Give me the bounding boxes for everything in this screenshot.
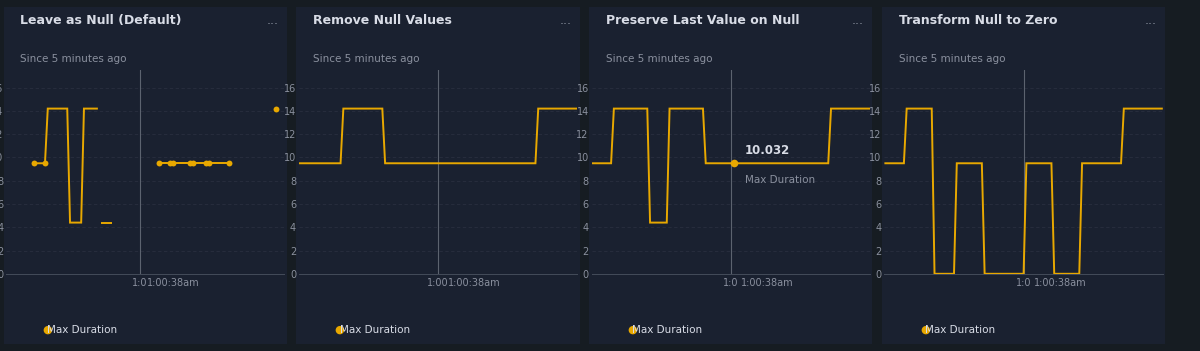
Text: Max Duration: Max Duration xyxy=(632,325,702,335)
Text: ●: ● xyxy=(42,325,52,335)
Text: ●: ● xyxy=(920,325,930,335)
Text: Max Duration: Max Duration xyxy=(745,175,815,185)
Point xyxy=(197,160,216,166)
Point xyxy=(35,160,54,166)
Text: Leave as Null (Default): Leave as Null (Default) xyxy=(20,14,182,27)
Text: Since 5 minutes ago: Since 5 minutes ago xyxy=(20,54,127,64)
Point xyxy=(161,160,180,166)
Text: Remove Null Values: Remove Null Values xyxy=(313,14,452,27)
Text: ...: ... xyxy=(559,14,571,27)
Text: Max Duration: Max Duration xyxy=(47,325,116,335)
Point xyxy=(180,160,199,166)
Text: Since 5 minutes ago: Since 5 minutes ago xyxy=(313,54,420,64)
Point xyxy=(724,160,743,166)
Point xyxy=(266,106,286,111)
Text: 10.032: 10.032 xyxy=(745,145,790,158)
Text: Max Duration: Max Duration xyxy=(340,325,409,335)
Point xyxy=(199,160,218,166)
Point xyxy=(220,160,239,166)
Text: ●: ● xyxy=(628,325,637,335)
Point xyxy=(163,160,182,166)
Point xyxy=(724,160,743,166)
Text: ...: ... xyxy=(266,14,278,27)
Point xyxy=(24,160,43,166)
Point xyxy=(182,160,202,166)
Text: Since 5 minutes ago: Since 5 minutes ago xyxy=(899,54,1006,64)
Text: ...: ... xyxy=(1145,14,1157,27)
Text: Max Duration: Max Duration xyxy=(925,325,995,335)
Text: Since 5 minutes ago: Since 5 minutes ago xyxy=(606,54,713,64)
Point xyxy=(150,160,169,166)
Text: ...: ... xyxy=(852,14,864,27)
Text: Preserve Last Value on Null: Preserve Last Value on Null xyxy=(606,14,799,27)
Text: ●: ● xyxy=(335,325,344,335)
Text: Transform Null to Zero: Transform Null to Zero xyxy=(899,14,1057,27)
